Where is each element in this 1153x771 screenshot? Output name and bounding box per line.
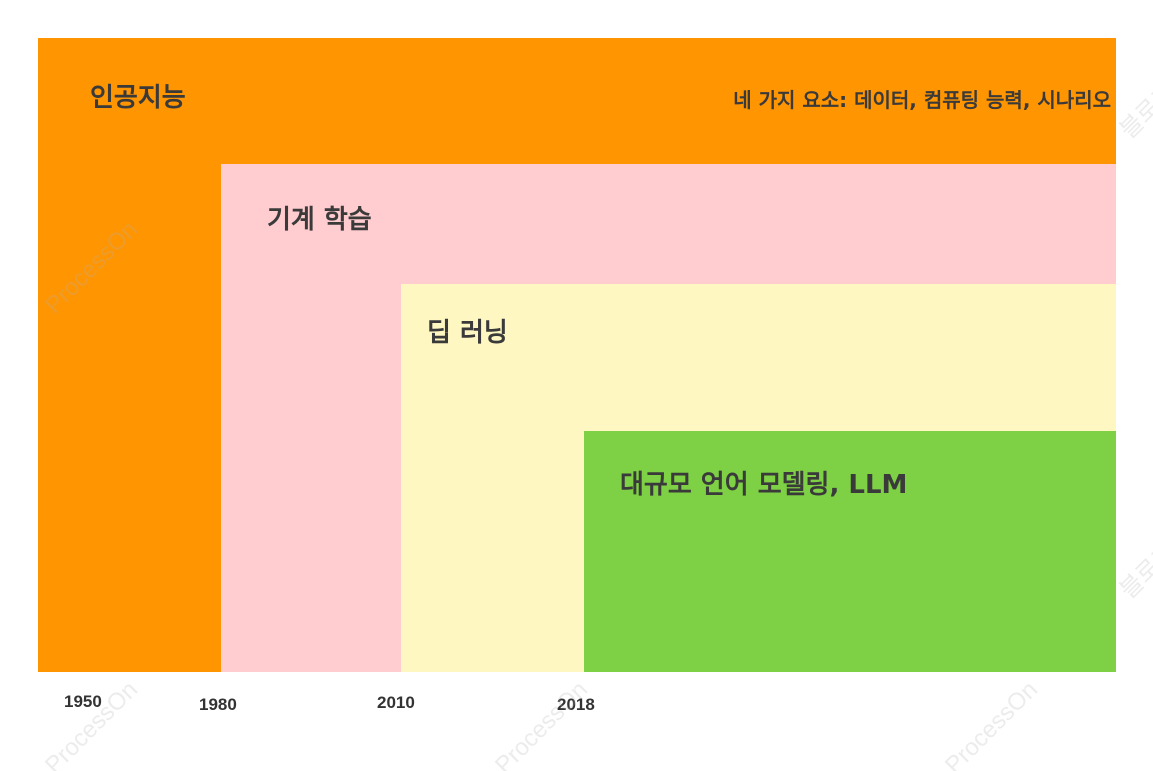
watermark: 블로그 [1114, 538, 1153, 605]
layer-llm-box [584, 431, 1116, 672]
layer-dl-label: 딥 러닝 [427, 318, 508, 348]
watermark: ProcessOn [40, 676, 144, 771]
watermark: ProcessOn [940, 676, 1044, 771]
layer-llm-label: 대규모 언어 모델링, LLM [620, 470, 908, 500]
year-label-2010: 2010 [377, 693, 415, 712]
year-label-1980: 1980 [199, 695, 237, 714]
watermark: ProcessOn [490, 676, 594, 771]
ai-elements-note: 네 가지 요소: 데이터, 컴퓨팅 능력, 시나리오 [733, 88, 1111, 112]
watermark: 블로그 [1114, 78, 1153, 145]
year-label-1950: 1950 [64, 692, 102, 711]
layer-ml-label: 기계 학습 [267, 205, 372, 235]
layer-ai-label: 인공지능 [90, 83, 186, 113]
year-label-2018: 2018 [557, 695, 595, 714]
